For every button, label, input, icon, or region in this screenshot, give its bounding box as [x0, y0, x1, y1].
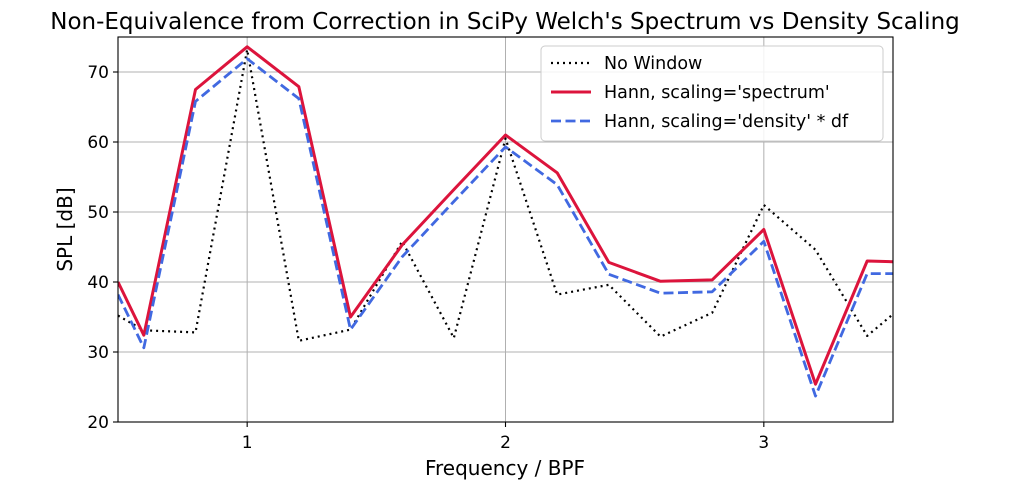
x-tick-label: 1	[242, 433, 253, 453]
series-lines	[118, 45, 893, 398]
x-tick-label: 2	[500, 433, 511, 453]
y-tick-label: 20	[87, 413, 109, 433]
legend-entry-label: No Window	[604, 54, 702, 74]
y-tick-label: 50	[87, 203, 109, 223]
y-tick-label: 30	[87, 343, 109, 363]
y-tick-label: 40	[87, 273, 109, 293]
axis-ticks: 1 2 3 20 30 40 50 60 70	[87, 63, 769, 453]
series-line-1	[118, 48, 893, 342]
legend-entry-label: Hann, scaling='spectrum'	[604, 83, 830, 103]
x-axis-label: Frequency / BPF	[425, 456, 585, 480]
legend: No Window Hann, scaling='spectrum' Hann, s…	[540, 45, 884, 142]
y-tick-label: 70	[87, 63, 109, 83]
legend-box	[540, 45, 884, 142]
series-line-3	[118, 57, 893, 398]
x-tick-label: 3	[758, 433, 769, 453]
legend-entry-label: Hann, scaling='density' * df	[604, 112, 849, 132]
series-line-2	[118, 45, 893, 386]
y-tick-label: 60	[87, 133, 109, 153]
chart-title: Non-Equivalence from Correction in SciPy…	[50, 9, 960, 35]
y-axis-label: SPL [dB]	[53, 187, 77, 271]
